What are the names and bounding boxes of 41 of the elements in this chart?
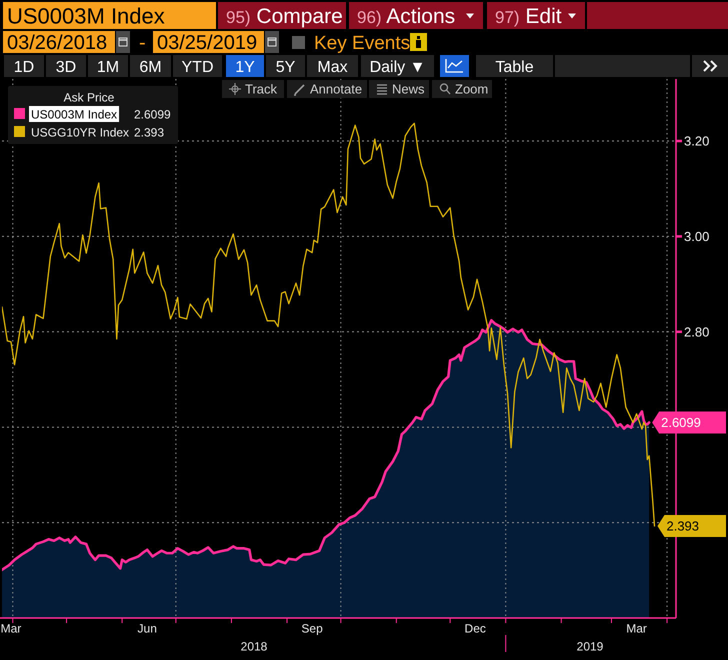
annotation: News <box>392 82 426 97</box>
x-tick-label: Mar <box>0 621 22 636</box>
text: Key Events <box>314 32 410 54</box>
text: 6M <box>139 58 162 76</box>
text: 1D <box>14 58 34 76</box>
text: 2.6099 <box>134 107 171 122</box>
y-tick-label: 3.00 <box>684 229 710 244</box>
x-tick-label: Jun <box>138 621 157 636</box>
text: Table <box>495 58 534 76</box>
text: 03/25/2019 <box>157 32 258 54</box>
y-tick-label: 3.20 <box>684 134 710 149</box>
text: 03/26/2018 <box>7 32 108 54</box>
text: 3D <box>56 58 76 76</box>
text: US0003M Index <box>7 3 165 28</box>
x-tick-label: Dec <box>464 621 486 636</box>
text: - <box>139 32 146 54</box>
x-tick-label: Mar <box>626 621 647 636</box>
text: 95) Compare <box>226 5 343 28</box>
text: 5Y <box>276 58 296 76</box>
text: 97) Edit <box>495 5 562 28</box>
legend-label: USGG10YR Index <box>31 125 130 140</box>
text: 1M <box>96 58 120 76</box>
text: Daily ▼ <box>370 58 426 76</box>
line-series <box>2 122 656 527</box>
text: 2018 <box>240 639 268 654</box>
text: 96) Actions <box>357 5 456 28</box>
data-label: 2.6099 <box>661 415 701 430</box>
data-label: 2.393 <box>666 518 700 534</box>
annotation: Zoom <box>455 82 488 97</box>
legend-label: US0003M Index <box>31 107 118 122</box>
text: 2.393 <box>134 125 164 140</box>
legend-title: Ask Price <box>64 90 115 104</box>
annotation: Annotate <box>310 82 362 97</box>
annotation: Track <box>245 82 278 97</box>
line-series <box>2 319 650 572</box>
x-tick-label: Sep <box>301 621 324 636</box>
text: Max <box>317 58 348 76</box>
text: 1Y <box>235 58 256 76</box>
text: YTD <box>182 58 214 76</box>
text: 2019 <box>576 639 604 654</box>
y-tick-label: 2.80 <box>684 324 710 340</box>
